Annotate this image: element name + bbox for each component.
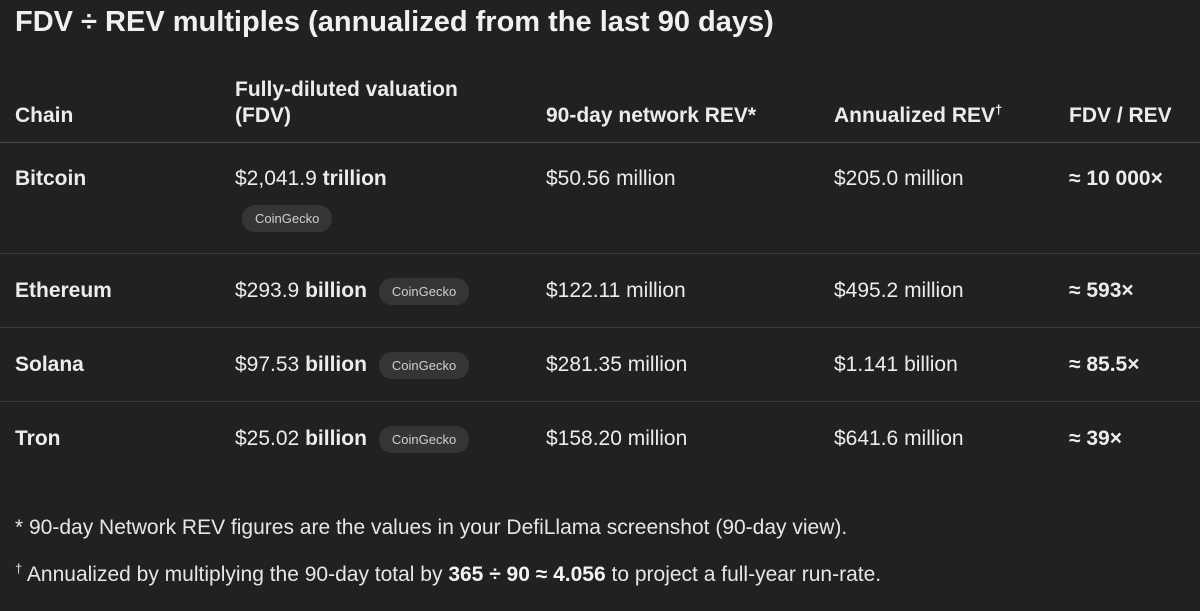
source-badge-coingecko[interactable]: CoinGecko	[378, 352, 470, 379]
multiple-value: ≈ 85.5×	[1069, 353, 1140, 376]
rev90-value: $281.35 million	[546, 353, 688, 376]
source-badge-coingecko[interactable]: CoinGecko	[378, 426, 470, 453]
source-badge-coingecko[interactable]: CoinGecko	[242, 205, 333, 232]
table-header: Chain Fully-diluted valuation (FDV) 90-d…	[0, 72, 1200, 143]
fdv-unit: billion	[305, 427, 367, 451]
header-fdv: Fully-diluted valuation (FDV)	[235, 77, 458, 129]
header-annualized-mark: †	[995, 102, 1003, 117]
header-rev90: 90-day network REV*	[546, 104, 757, 127]
footnote-rev90: * 90-day Network REV figures are the val…	[15, 516, 848, 539]
header-multiple: FDV / REV	[1069, 104, 1172, 127]
multiple-value: ≈ 10 000×	[1069, 167, 1163, 190]
fdv-amount: $25.02	[235, 427, 300, 451]
annualized-value: $641.6 million	[834, 427, 964, 450]
fdv-unit: billion	[305, 279, 367, 303]
fdv-value: $293.9 billion CoinGecko	[235, 278, 470, 305]
footnote-dagger: †	[15, 561, 23, 576]
fdv-unit: billion	[305, 353, 367, 377]
chain-name: Solana	[15, 353, 84, 376]
table-row-tron: Tron $25.02 billion CoinGecko $158.20 mil…	[0, 402, 1200, 475]
table-row-solana: Solana $97.53 billion CoinGecko $281.35 m…	[0, 328, 1200, 402]
chain-name: Bitcoin	[15, 167, 87, 190]
rev90-value: $122.11 million	[546, 279, 686, 302]
header-fdv-line1: Fully-diluted valuation	[235, 78, 458, 101]
header-annualized: Annualized REV†	[834, 103, 1002, 129]
annualized-value: $205.0 million	[834, 167, 964, 190]
fdv-amount: $2,041.9	[235, 167, 317, 190]
footnote-text: Annualized by multiplying the 90-day tot…	[22, 563, 449, 586]
fdv-value: $97.53 billion CoinGecko	[235, 352, 470, 379]
table-row-ethereum: Ethereum $293.9 billion CoinGecko $122.11…	[0, 254, 1200, 328]
multiples-table: Chain Fully-diluted valuation (FDV) 90-d…	[0, 72, 1200, 475]
fdv-value: $2,041.9 trillion	[235, 166, 387, 192]
annualized-value: $1.141 billion	[834, 353, 958, 376]
annualized-value: $495.2 million	[834, 279, 964, 302]
header-fdv-line2: (FDV)	[235, 104, 291, 127]
page-title: FDV ÷ REV multiples (annualized from the…	[15, 6, 774, 38]
chain-name: Tron	[15, 427, 61, 450]
rev90-value: $158.20 million	[546, 427, 688, 450]
footnote-formula: 365 ÷ 90 ≈ 4.056	[448, 563, 606, 586]
multiple-value: ≈ 593×	[1069, 279, 1134, 302]
footnote-end: to project a full-year run-rate.	[605, 563, 882, 586]
table-row-bitcoin: Bitcoin $2,041.9 trillion CoinGecko $50.…	[0, 143, 1200, 254]
fdv-unit: trillion	[322, 167, 387, 190]
rev90-value: $50.56 million	[546, 167, 676, 190]
header-annualized-label: Annualized REV	[834, 104, 996, 127]
chain-name: Ethereum	[15, 279, 112, 302]
header-chain: Chain	[15, 104, 74, 127]
multiple-value: ≈ 39×	[1069, 427, 1122, 450]
footnote-annualized: † Annualized by multiplying the 90-day t…	[15, 561, 882, 587]
source-badge-coingecko[interactable]: CoinGecko	[378, 278, 470, 305]
fdv-value: $25.02 billion CoinGecko	[235, 426, 470, 453]
fdv-amount: $97.53	[235, 353, 300, 377]
fdv-amount: $293.9	[235, 279, 300, 303]
